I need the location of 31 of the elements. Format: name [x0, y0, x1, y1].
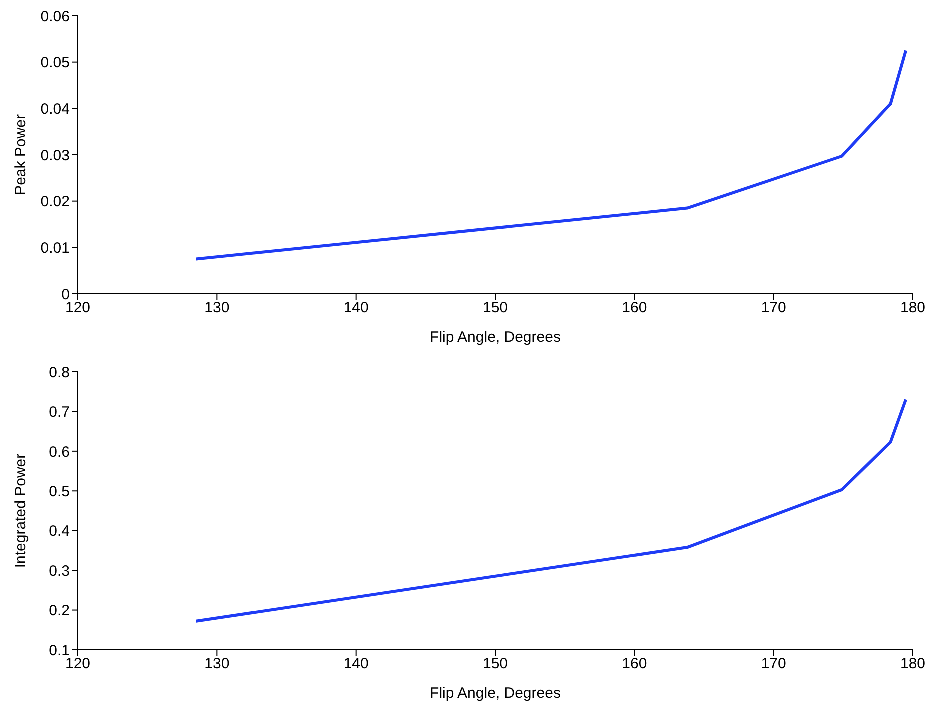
x-axis-title: Flip Angle, Degrees [430, 685, 561, 702]
x-tick-label: 150 [482, 656, 508, 673]
y-axis-title: Peak Power [12, 114, 30, 196]
x-tick-label: 180 [900, 656, 926, 673]
x-tick-label: 150 [482, 300, 508, 317]
x-tick-label: 160 [622, 300, 648, 317]
line-series [194, 49, 908, 261]
y-tick-label: 0.5 [49, 483, 70, 500]
x-tick-label: 160 [622, 656, 648, 673]
x-tick-label: 130 [204, 300, 230, 317]
y-tick-label: 0.2 [49, 602, 70, 620]
y-tick-label: 0.7 [49, 404, 70, 422]
y-tick-label: 0.04 [40, 100, 70, 118]
y-tick-label: 0.05 [40, 54, 70, 72]
x-axis-title: Flip Angle, Degrees [430, 329, 561, 346]
y-tick-label: 0.02 [40, 194, 70, 211]
y-tick-label: 0.03 [40, 147, 70, 164]
y-tick-label: 0.06 [40, 8, 70, 26]
y-tick-label: 0.6 [49, 444, 70, 461]
x-tick-label: 140 [344, 656, 369, 673]
x-tick-label: 180 [900, 300, 926, 317]
y-tick-label: 0.01 [40, 240, 70, 257]
y-tick-label: 0.3 [49, 562, 70, 580]
x-tick-label: 170 [761, 300, 786, 317]
x-tick-label: 170 [761, 656, 786, 673]
x-tick-label: 130 [204, 656, 230, 673]
x-tick-label: 140 [344, 300, 369, 317]
y-tick-label: 0.8 [49, 364, 70, 382]
y-tick-label: 0.4 [49, 523, 70, 540]
y-axis-title: Integrated Power [12, 454, 30, 568]
line-series [194, 398, 908, 623]
